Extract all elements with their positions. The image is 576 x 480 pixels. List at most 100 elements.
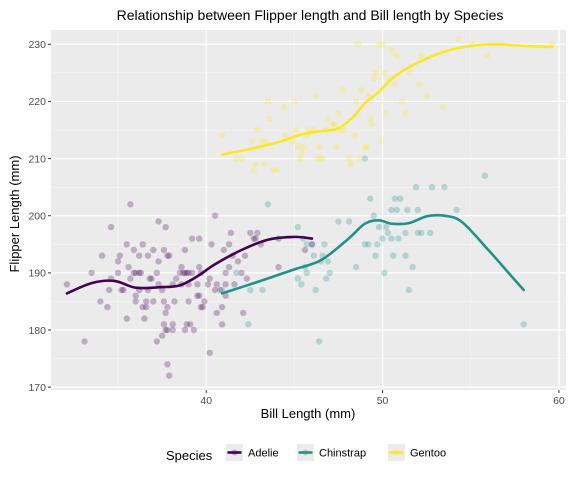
data-point	[402, 229, 409, 237]
data-point	[132, 292, 139, 299]
data-point	[150, 246, 157, 254]
data-point	[166, 372, 173, 379]
data-point	[315, 338, 323, 345]
data-point	[308, 241, 316, 248]
data-point	[206, 349, 213, 357]
data-point	[171, 298, 178, 305]
data-point	[391, 81, 399, 88]
data-point	[375, 41, 383, 48]
data-point	[164, 361, 171, 368]
data-point	[160, 246, 168, 254]
data-point	[367, 115, 374, 122]
data-point	[263, 138, 270, 145]
data-point	[370, 75, 377, 82]
data-point	[196, 292, 203, 299]
data-point	[358, 86, 365, 94]
data-point	[351, 132, 358, 139]
data-point	[398, 98, 406, 105]
data-point	[233, 269, 240, 277]
legend-title: Species	[166, 448, 213, 463]
data-point	[381, 269, 388, 277]
data-point	[395, 235, 402, 242]
smooth-line-chinstrap	[220, 213, 525, 295]
data-point	[331, 121, 339, 128]
data-point	[130, 246, 138, 254]
data-point	[264, 201, 272, 208]
legend-label: Gentoo	[410, 448, 446, 460]
data-point	[114, 269, 122, 277]
smooth-line-adelie	[65, 235, 314, 295]
data-point	[322, 275, 330, 282]
data-point	[139, 241, 146, 248]
data-point	[127, 201, 134, 208]
data-point	[280, 103, 287, 111]
data-point	[106, 286, 113, 294]
x-axis-ticks: 40 50 60	[200, 390, 565, 407]
data-point	[453, 206, 460, 214]
data-point	[238, 155, 245, 162]
data-point	[315, 143, 323, 151]
data-point	[282, 132, 289, 139]
data-point	[416, 81, 423, 88]
data-point	[298, 281, 305, 288]
data-point	[439, 103, 446, 111]
data-point	[125, 263, 132, 271]
data-point	[481, 172, 489, 179]
data-point	[139, 303, 146, 311]
lines-layer	[65, 42, 554, 295]
data-point	[402, 109, 409, 117]
data-point	[234, 258, 242, 265]
data-point	[137, 269, 145, 277]
data-point	[361, 155, 369, 162]
x-tick-label: 50	[377, 395, 389, 407]
data-point	[367, 195, 374, 202]
data-point	[245, 321, 252, 328]
data-point	[330, 121, 337, 128]
data-point	[354, 41, 362, 48]
legend-item-chinstrap: Chinstrap	[297, 444, 366, 461]
data-point	[201, 298, 208, 305]
data-point	[148, 275, 155, 282]
y-tick-label: 170	[28, 382, 46, 394]
data-point	[155, 281, 162, 288]
data-point	[312, 92, 319, 99]
data-point	[294, 143, 302, 151]
data-point	[300, 143, 307, 151]
smooth-line-gentoo	[220, 42, 554, 156]
data-point	[231, 281, 238, 288]
y-tick-label: 190	[28, 268, 46, 280]
data-point	[372, 69, 379, 77]
data-point	[250, 166, 257, 174]
data-point	[199, 303, 206, 311]
data-point	[169, 321, 176, 328]
data-point	[345, 155, 353, 162]
data-point	[405, 286, 413, 294]
grid-minor	[51, 30, 566, 390]
data-point	[289, 138, 296, 145]
data-point	[370, 212, 377, 219]
data-point	[270, 166, 277, 174]
data-point	[217, 286, 224, 294]
data-point	[382, 109, 390, 117]
data-point	[218, 321, 226, 328]
data-point	[97, 298, 104, 305]
data-point	[418, 229, 425, 237]
data-point	[123, 241, 130, 248]
data-point	[379, 235, 386, 242]
data-point	[333, 143, 340, 151]
data-point	[427, 229, 434, 237]
data-point	[123, 315, 130, 322]
data-point	[118, 286, 125, 294]
data-point	[185, 298, 192, 305]
data-point	[213, 309, 220, 317]
data-point	[261, 161, 268, 168]
y-tick-label: 210	[28, 153, 46, 165]
data-point	[384, 229, 392, 237]
data-point	[141, 315, 148, 322]
data-point	[441, 183, 448, 191]
data-point	[227, 229, 235, 237]
data-point	[196, 235, 203, 242]
data-point	[254, 126, 261, 134]
data-point	[291, 98, 298, 105]
series-adelie-points	[63, 201, 316, 379]
